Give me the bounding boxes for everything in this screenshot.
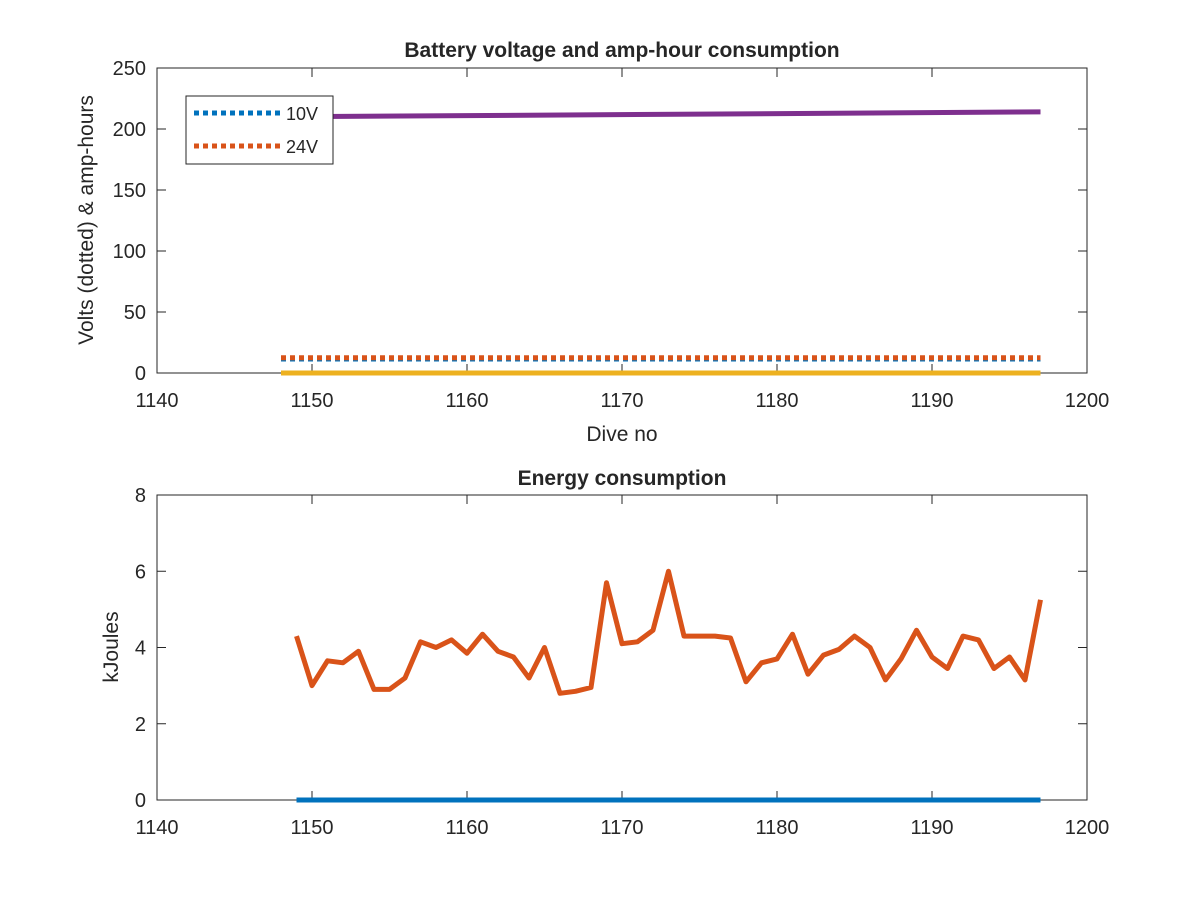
x-tick-label: 1190 bbox=[910, 390, 953, 412]
x-axis-label: Dive no bbox=[586, 423, 657, 446]
chart-title: Battery voltage and amp-hour consumption bbox=[404, 39, 839, 62]
x-tick-label: 1140 bbox=[135, 390, 178, 412]
y-tick-label: 4 bbox=[135, 638, 146, 660]
plot-area bbox=[156, 494, 1088, 801]
y-tick-label: 100 bbox=[113, 241, 146, 263]
x-tick-label: 1150 bbox=[290, 817, 333, 839]
series-layer bbox=[294, 568, 1043, 803]
x-tick-label: 1180 bbox=[755, 817, 798, 839]
chart-title: Energy consumption bbox=[518, 467, 727, 490]
x-tick-label: 1160 bbox=[445, 817, 488, 839]
y-tick-label: 2 bbox=[135, 714, 146, 736]
y-axis-label: kJoules bbox=[100, 611, 123, 682]
series-layer bbox=[280, 109, 1041, 376]
y-tick-label: 200 bbox=[113, 119, 146, 141]
y-tick-label: 50 bbox=[124, 302, 146, 324]
x-tick-label: 1140 bbox=[135, 817, 178, 839]
x-tick-label: 1170 bbox=[600, 390, 643, 412]
legend-label-10v: 10V bbox=[286, 104, 318, 124]
y-axis-label: Volts (dotted) & amp-hours bbox=[75, 95, 98, 345]
y-tick-label: 0 bbox=[135, 790, 146, 812]
y-tick-label: 250 bbox=[113, 58, 146, 80]
legend: 10V 24V bbox=[185, 95, 334, 165]
y-tick-label: 8 bbox=[135, 485, 146, 507]
legend-label-24v: 24V bbox=[286, 137, 318, 157]
series-line-series-3 bbox=[280, 109, 1041, 120]
x-tick-label: 1170 bbox=[600, 817, 643, 839]
y-tick-label: 0 bbox=[135, 363, 146, 385]
legend-box bbox=[185, 95, 334, 165]
tick-layer: 1140 1150 1160 1170 1180 1190 1200 0 50 100 150 200… bbox=[113, 58, 1110, 412]
x-tick-label: 1200 bbox=[1065, 390, 1110, 412]
x-tick-label: 1160 bbox=[445, 390, 488, 412]
x-tick-label: 1150 bbox=[290, 390, 333, 412]
x-tick-label: 1180 bbox=[755, 390, 798, 412]
y-tick-label: 150 bbox=[113, 180, 146, 202]
x-tick-label: 1190 bbox=[910, 817, 953, 839]
y-tick-label: 6 bbox=[135, 561, 146, 583]
x-tick-label: 1200 bbox=[1065, 817, 1110, 839]
plot-battery: Battery voltage and amp-hour consumption… bbox=[75, 39, 1109, 446]
tick-layer: 1140 1150 1160 1170 1180 1190 1200 0 2 4 6 8 bbox=[135, 485, 1109, 839]
plot-energy: Energy consumption kJoules 1140 1150 1160 1… bbox=[100, 467, 1109, 839]
series-line-series-1 bbox=[294, 568, 1043, 696]
